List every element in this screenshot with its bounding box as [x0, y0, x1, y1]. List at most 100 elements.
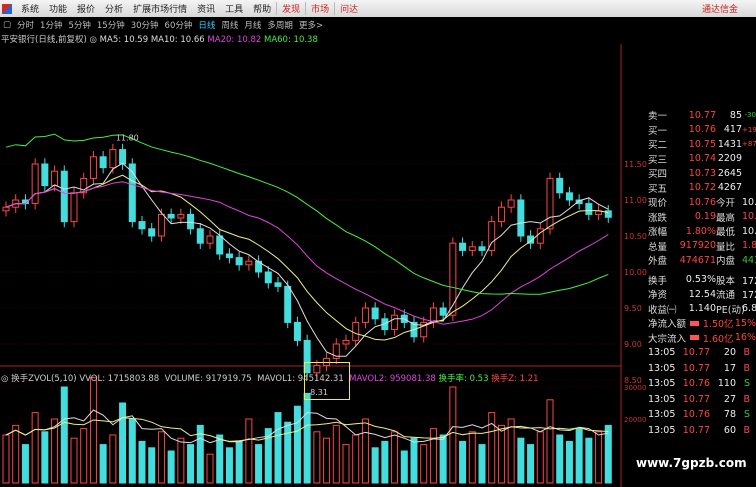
candle [565, 192, 573, 201]
menu-item[interactable]: 工具 [225, 5, 244, 15]
menu-item[interactable]: 帮助 [253, 5, 272, 15]
percent: 15% [734, 317, 756, 329]
volume-bar [410, 437, 418, 484]
menu-item[interactable]: 系统 [21, 5, 40, 15]
price: 10.76 [682, 378, 710, 390]
label: 买五 [648, 183, 668, 195]
ma10-line [5, 174, 609, 341]
menu-item-red[interactable]: 市场 [305, 2, 334, 15]
menu-item-red[interactable]: 发现 [276, 2, 305, 15]
period-tab[interactable]: 月线 [244, 20, 262, 31]
period-tab[interactable]: 更多> [298, 20, 324, 31]
time: 13:05 [648, 393, 676, 405]
volume-bar [196, 424, 204, 484]
candle [303, 339, 311, 374]
volume-bar [381, 440, 389, 484]
period-tab[interactable]: 60分钟 [164, 20, 193, 31]
ma10-value: MA10: 10.66 [150, 35, 205, 45]
change: +87 [742, 140, 756, 149]
period-tab[interactable]: 日线 [198, 20, 216, 31]
label: 涨幅 [648, 227, 668, 239]
period-tab[interactable]: 周线 [221, 20, 239, 31]
stats-row: 换手 0.53%股本 172亿 [648, 273, 756, 288]
candle [507, 199, 515, 208]
menu-item[interactable]: 报价 [77, 5, 96, 15]
flow-row: 大宗流入 1.60亿 16% [648, 331, 756, 346]
flow-row: 净流入额 1.50亿 15% [648, 316, 756, 331]
candle [546, 177, 554, 230]
period-tab[interactable]: 30分钟 [130, 20, 159, 31]
volume-bar [245, 418, 253, 484]
volume-bar [206, 453, 214, 484]
vol-title: 换手ZVOL(5,10) [11, 374, 77, 384]
label: 买三 [648, 154, 668, 166]
volume-bar [323, 437, 331, 484]
candle [206, 235, 214, 244]
candle [119, 149, 127, 165]
low-label: 8.31 [310, 388, 328, 397]
volume-bar [138, 440, 146, 484]
volume-bar [303, 392, 311, 484]
volume-bar [449, 386, 457, 484]
candle [420, 321, 428, 338]
candle [255, 260, 263, 273]
volume-bar [60, 386, 68, 484]
period-tab[interactable]: 1分钟 [40, 20, 63, 31]
menu-item[interactable]: 扩展市场行情 [133, 5, 188, 15]
volume-bar [507, 418, 515, 484]
candle [157, 213, 165, 237]
toggle-icon[interactable]: ▢ [3, 19, 12, 30]
candle [556, 177, 564, 194]
time: 13:05 [648, 347, 676, 359]
percent: 16% [734, 332, 756, 344]
volume-bar [439, 434, 447, 484]
volume-bar [313, 431, 321, 484]
ma-info-line: 平安银行(日线,前复权) ◎ MA5: 10.59 MA10: 10.66 MA… [1, 35, 318, 45]
candle [148, 228, 156, 237]
side: B [743, 393, 750, 405]
label: 大宗流入 [648, 333, 687, 345]
period-tab[interactable]: 多周期 [267, 20, 293, 31]
volume-bar [51, 418, 59, 484]
candle [439, 307, 447, 316]
label: 外盘 [648, 256, 668, 268]
volume-bar [556, 434, 564, 484]
label2: 今开 [716, 198, 736, 210]
value2: 10.57 [742, 196, 756, 208]
menu-item[interactable]: 功能 [49, 5, 68, 15]
volume-bar [109, 434, 117, 484]
candle [99, 156, 107, 169]
candle [89, 156, 97, 179]
menu-item[interactable]: 资讯 [197, 5, 216, 15]
price: 10.77 [682, 362, 710, 374]
period-bar: ▢ 分时 1分钟 5分钟 15分钟 30分钟 60分钟 日线 周线 月线 多周期 更多> [0, 18, 326, 31]
mavol2-line [5, 417, 609, 443]
volume-bar [119, 402, 127, 484]
period-tab[interactable]: 5分钟 [68, 20, 91, 31]
volume: 27 [723, 393, 736, 405]
price-tick: 8.50 [624, 376, 642, 385]
value: 1.50亿 [702, 319, 734, 331]
volume-bar [527, 444, 535, 484]
price: 10.77 [682, 393, 710, 405]
volume-bar [70, 437, 78, 484]
menu-item[interactable]: 分析 [105, 5, 124, 15]
menu-item-red[interactable]: 问达 [334, 2, 363, 15]
tick-row: 13:05 10.76 78 S [648, 407, 756, 423]
turnover-z: 换手Z: 1.21 [491, 374, 539, 384]
label2: 内盘 [716, 256, 736, 268]
candle [274, 282, 282, 287]
volume-bar [216, 434, 224, 484]
period-tab[interactable]: 15分钟 [96, 20, 125, 31]
volume-bar [400, 450, 408, 484]
value2: 1.83 [742, 240, 756, 252]
period-tab[interactable]: 分时 [17, 20, 35, 31]
volume-bar [585, 437, 593, 484]
order-book-row: 买二 10.75 1431 +87 [648, 137, 756, 152]
label: 净资 [648, 290, 668, 302]
value2: 172亿 [742, 275, 756, 287]
ma60-value: MA60: 10.38 [264, 35, 318, 45]
value2: 6.8 [742, 303, 756, 315]
